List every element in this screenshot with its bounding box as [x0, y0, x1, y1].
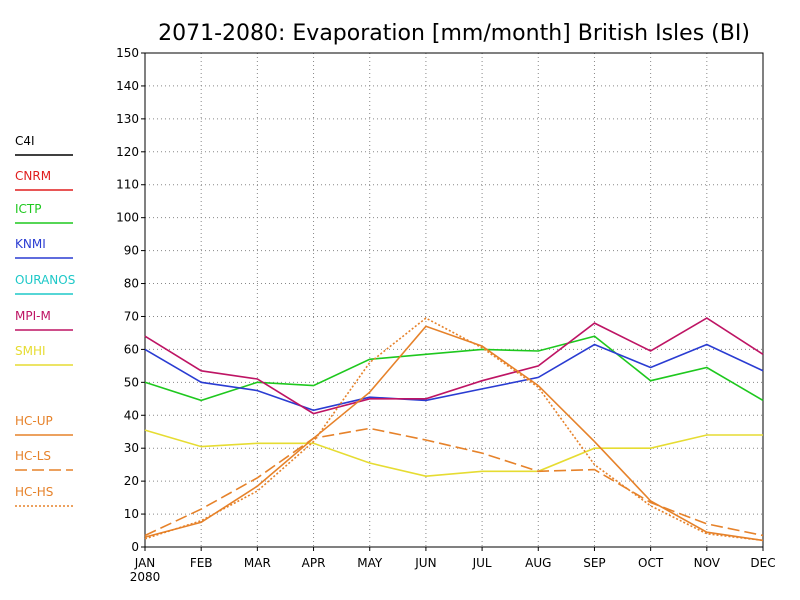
y-tick-label: 50 — [124, 375, 139, 389]
legend-label: HC-HS — [15, 485, 53, 499]
series-line — [144, 343, 764, 412]
x-tick-label: JUN — [414, 556, 436, 570]
legend-label: ICTP — [15, 202, 41, 216]
x-tick-label: AUG — [525, 556, 551, 570]
x-tick-label: NOV — [694, 556, 721, 570]
y-tick-label: 40 — [124, 408, 139, 422]
legend-label: OURANOS — [15, 273, 75, 287]
y-tick-label: 120 — [116, 145, 139, 159]
x-tick-label: DEC — [750, 556, 775, 570]
x-tick-label: JAN — [134, 556, 156, 570]
legend-label: HC-LS — [15, 449, 51, 463]
legend-label: HC-UP — [15, 414, 53, 428]
series-line — [144, 317, 764, 542]
y-tick-label: 90 — [124, 244, 139, 258]
series-line — [144, 325, 764, 542]
legend-label: SMHI — [15, 344, 46, 358]
y-tick-label: 80 — [124, 277, 139, 291]
y-tick-label: 140 — [116, 79, 139, 93]
plot-frame — [144, 52, 764, 548]
legend-label: CNRM — [15, 169, 51, 183]
x-tick-label: MAR — [244, 556, 271, 570]
x-tick-label: OCT — [638, 556, 664, 570]
x-tick-label: FEB — [190, 556, 213, 570]
chart-title: 2071-2080: Evaporation [mm/month] Britis… — [158, 21, 750, 46]
y-tick-label: 60 — [124, 342, 139, 356]
y-tick-label: 30 — [124, 441, 139, 455]
series-line — [144, 429, 763, 478]
x-sublabel: 2080 — [130, 570, 161, 584]
y-tick-label: 10 — [124, 507, 139, 521]
series-line — [144, 335, 764, 402]
series-line — [144, 317, 764, 415]
y-tick-label: 130 — [116, 112, 139, 126]
y-tick-label: 0 — [131, 540, 139, 554]
y-tick-label: 110 — [116, 178, 139, 192]
y-tick-label: 150 — [116, 46, 139, 60]
y-tick-label: 100 — [116, 211, 139, 225]
x-tick-label: SEP — [583, 556, 605, 570]
y-tick-label: 20 — [124, 474, 139, 488]
x-tick-label: JUL — [472, 556, 492, 570]
y-tick-label: 70 — [124, 309, 139, 323]
legend-label: KNMI — [15, 237, 46, 251]
x-tick-label: MAY — [357, 556, 383, 570]
legend-label: MPI-M — [15, 309, 51, 323]
legend-label: C4I — [15, 134, 35, 148]
x-tick-label: APR — [302, 556, 326, 570]
